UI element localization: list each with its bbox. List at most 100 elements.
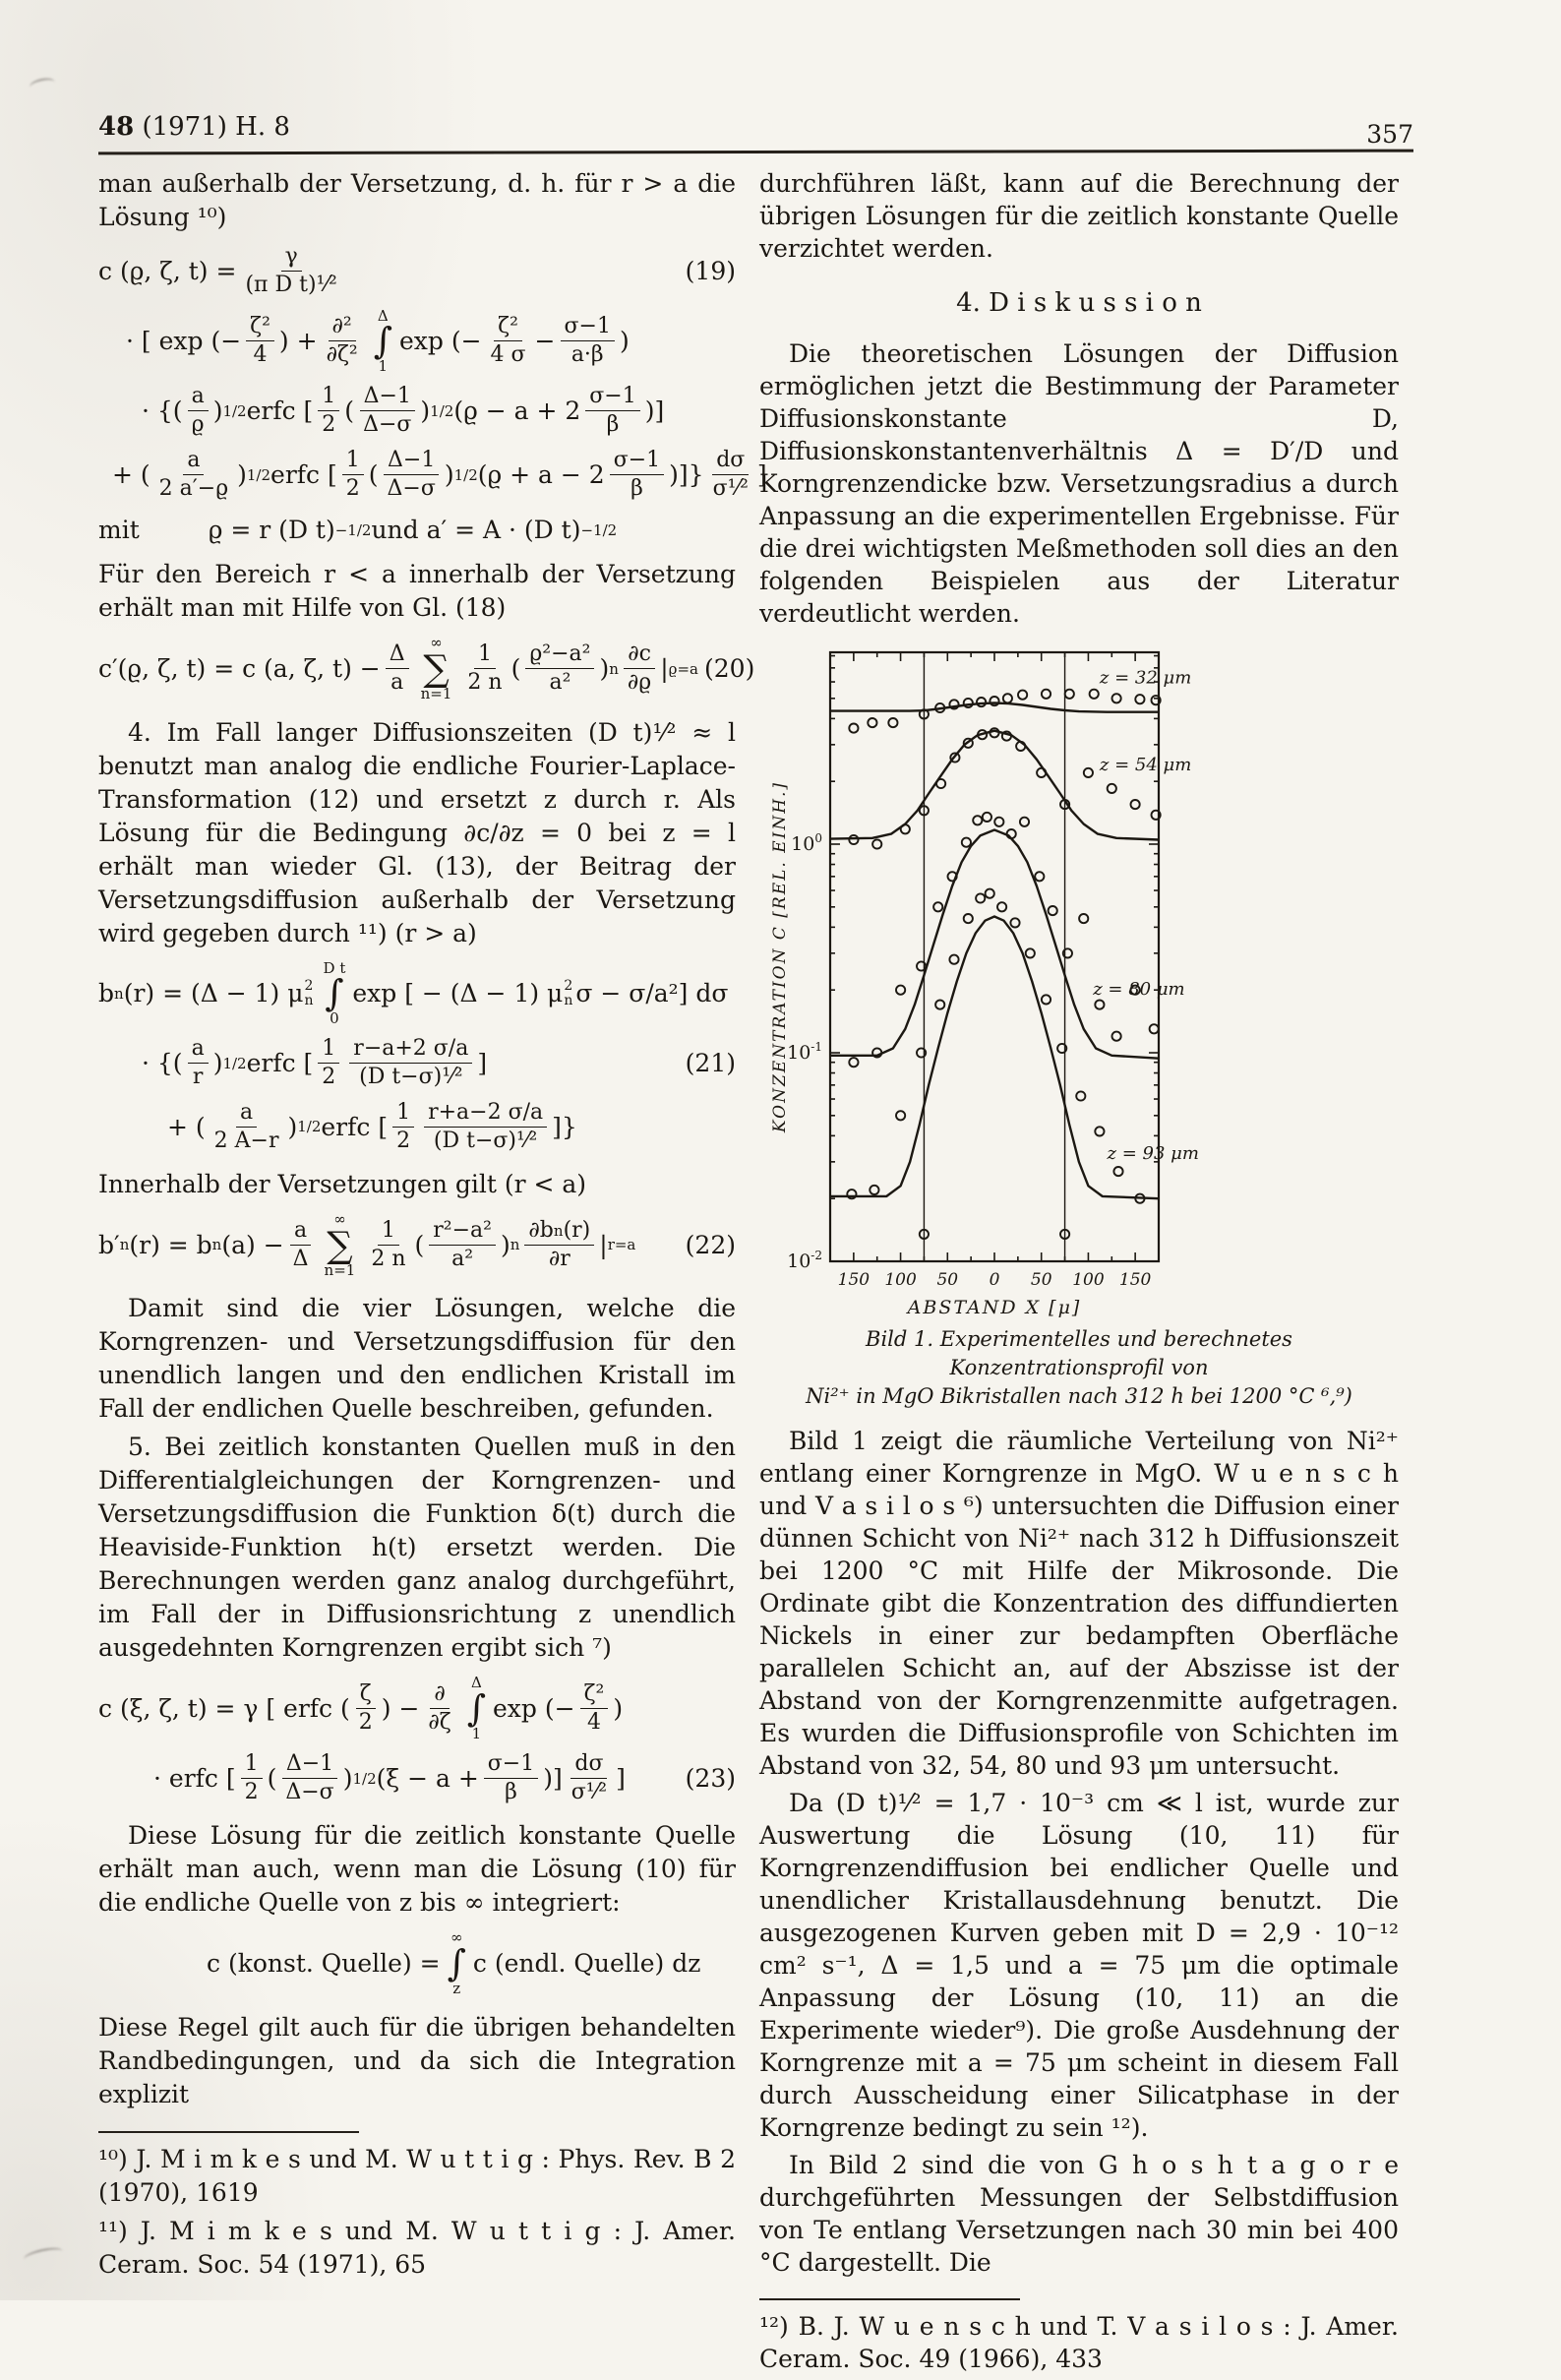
figure-caption: Bild 1. Experimentelles und berechnetes … (759, 1325, 1399, 1411)
data-point (871, 838, 883, 850)
data-point (1024, 947, 1036, 959)
data-point (1017, 689, 1029, 701)
x-tick-label: 0 (990, 1270, 1000, 1290)
plot-frame (828, 650, 1161, 1263)
data-point (975, 892, 987, 904)
data-point (1106, 782, 1117, 794)
data-point (989, 727, 1000, 739)
profile-curve (829, 729, 1160, 841)
journal-reference: 48 (1971) H. 8 (98, 112, 290, 142)
paragraph: Diese Lösung für die zeitlich konstante … (98, 1821, 736, 1918)
figure-bild-1: z = 32 μm z = 54 μm z = 80 μm z = 93 μm 150 1… (759, 635, 1399, 1323)
data-point (972, 815, 984, 826)
x-tick-label: 50 (1031, 1270, 1052, 1290)
data-point (949, 752, 961, 763)
journal-volume: 48 (98, 112, 135, 142)
data-point (934, 702, 946, 714)
paragraph: Innerhalb der Versetzungen gilt (r < a) (98, 1170, 587, 1199)
pencil-mark (29, 76, 56, 93)
data-point (1015, 740, 1027, 752)
footnote-rule (98, 2130, 359, 2133)
data-point (895, 984, 907, 996)
equation-number: (22) (685, 1230, 736, 1259)
data-point (1061, 947, 1073, 959)
equation-23: c (ξ, ζ, t) = γ [ erfc (ζ 2) − ∂ ∂ζ Δ ∫ 1 exp … (98, 1674, 736, 1804)
bild1-chart: z = 32 μm z = 54 μm z = 80 μm z = 93 μm 150 1… (770, 650, 1199, 1318)
data-point (962, 737, 974, 749)
data-point (1000, 730, 1012, 742)
paragraph: In Bild 2 sind die von G h o s h t a g o… (759, 2151, 1399, 2277)
paragraph: Da (D t)¹⁄² = 1,7 · 10⁻³ cm ≪ l ist, wur… (759, 1789, 1399, 2142)
x-tick-label: 100 (1072, 1270, 1105, 1290)
section-heading: 4. D i s k u s s i o n (956, 288, 1202, 318)
data-point (1040, 688, 1052, 700)
footnote-rule (759, 2298, 1020, 2300)
data-point (962, 913, 974, 925)
data-point (1088, 688, 1100, 700)
data-point (1111, 693, 1122, 704)
data-point (984, 887, 995, 899)
journal-issue: (1971) H. 8 (134, 112, 290, 142)
data-point (934, 999, 946, 1010)
equation-number: (19) (685, 257, 736, 286)
data-point (962, 697, 974, 709)
data-point (932, 901, 944, 913)
data-point (960, 836, 972, 848)
data-point (1001, 693, 1013, 704)
figure-caption-line2: Ni²⁺ in MgO Bikristallen nach 312 h bei … (806, 1384, 1352, 1408)
data-point (1134, 694, 1146, 705)
data-point (1150, 695, 1162, 706)
data-point (993, 816, 1005, 827)
data-point (1078, 913, 1090, 925)
data-point (981, 811, 992, 823)
data-point (935, 777, 947, 790)
data-point (1005, 828, 1017, 840)
data-point (948, 699, 960, 710)
paragraph: Für den Bereich r < a innerhalb der Vers… (98, 560, 736, 623)
data-point (887, 717, 899, 729)
data-point (1047, 905, 1058, 917)
data-point (1009, 917, 1021, 929)
data-point (1111, 1030, 1122, 1042)
equation-number: (21) (685, 1049, 736, 1078)
page-number: 357 (1366, 120, 1413, 149)
data-point (871, 1047, 883, 1059)
data-point (848, 833, 860, 846)
profile-curve (830, 828, 1160, 1060)
paragraph: Bild 1 zeigt die räumliche Verteilung vo… (759, 1427, 1399, 1780)
left-column: man außerhalb der Versetzung, d. h. für … (98, 167, 767, 2287)
curve-label: z = 93 μm (1107, 1143, 1199, 1164)
data-point (916, 960, 928, 972)
data-point (948, 953, 960, 965)
data-point (846, 1189, 858, 1200)
data-point (1129, 984, 1141, 996)
data-point (848, 1057, 860, 1068)
footnote-10: ¹⁰) J. M i m k e s und M. W u t t i g : … (98, 2144, 736, 2207)
data-point (946, 871, 958, 883)
right-column: durchführen läßt, kann auf die Berechnun… (759, 167, 1399, 2380)
x-tick-label: 50 (936, 1270, 958, 1290)
curve-label: z = 54 μm (1099, 755, 1191, 775)
data-point (1063, 688, 1075, 700)
equation-number: (20) (704, 654, 755, 684)
data-point (895, 1110, 907, 1122)
paragraph: 4. Im Fall langer Diffusionszeiten (D t)… (98, 717, 736, 947)
curve-label: z = 80 μm (1092, 979, 1184, 1000)
data-point (848, 722, 860, 734)
data-point (1094, 1126, 1106, 1137)
data-point (976, 697, 988, 708)
data-point (918, 805, 930, 817)
equation-konst-quelle: c (konst. Quelle) = ∞ ∫ z c (endl. Quelle) … (207, 1928, 701, 1998)
data-point (1059, 799, 1071, 811)
paragraph: Diese Regel gilt auch für die übrigen be… (98, 2012, 736, 2108)
footnote-11: ¹¹) J. M i m k e s und M. W u t t i g : … (98, 2216, 736, 2279)
data-point (916, 1047, 928, 1059)
data-point (1082, 766, 1094, 778)
equation-19: c (ϱ, ζ, t) = γ (π D t)¹⁄² (19) · [ exp (− … (98, 244, 767, 502)
data-point (996, 901, 1008, 913)
data-point (899, 824, 911, 835)
y-axis-label: KONZENTRATION C [REL. EINH.] (770, 781, 790, 1133)
data-point (1056, 1042, 1068, 1055)
